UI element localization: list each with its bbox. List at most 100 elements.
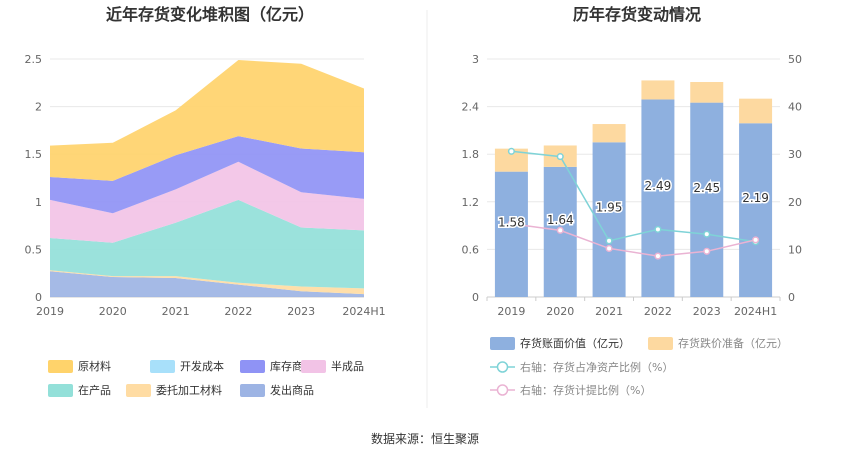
right-x-tick: 2024H1 <box>734 305 777 318</box>
left-x-tick: 2022 <box>224 305 252 318</box>
line-provision-ratio <box>511 222 756 257</box>
legend-label: 发出商品 <box>270 383 314 397</box>
area-series-原材料 <box>50 60 364 181</box>
left-x-tick: 2024H1 <box>342 305 385 318</box>
left-y-axis: 0 0.5 1 1.5 2 2.5 <box>25 53 43 304</box>
area-series-发出商品 <box>50 271 364 297</box>
legend-label-provision-ratio: 右轴：存货计提比例（%） <box>520 383 651 397</box>
area-series-在产品 <box>50 199 364 289</box>
line-inventory-net-asset-ratio-point <box>507 147 515 155</box>
legend-swatch <box>150 360 175 373</box>
bar-inventory-provision <box>494 148 528 172</box>
right-y-tick: 0 <box>472 291 479 304</box>
left-x-tick: 2020 <box>99 305 127 318</box>
right-grid <box>487 58 780 298</box>
left-y-tick: 0.5 <box>25 243 43 256</box>
legend-label-ratio: 右轴：存货占净资产比例（%） <box>520 360 673 374</box>
left-y-tick: 2 <box>35 101 42 114</box>
legend-label: 半成品 <box>331 359 364 373</box>
line-provision-ratio-point <box>605 244 613 252</box>
left-y-tick: 1.5 <box>25 148 43 161</box>
right-x-tick: 2019 <box>497 305 525 318</box>
right-lines <box>507 147 760 260</box>
legend-label: 委托加工材料 <box>156 383 222 397</box>
right-x-axis: 2019 2020 2021 2022 2023 2024H1 <box>486 297 781 318</box>
right-y-tick: 1.8 <box>462 148 480 161</box>
line-provision-ratio-point <box>703 247 711 255</box>
right-bars <box>494 80 773 298</box>
legend-swatch <box>48 360 73 373</box>
bar-data-label: 1.58 <box>498 215 525 229</box>
line-inventory-net-asset-ratio-point <box>605 237 613 245</box>
right-data-labels: 1.58 1.64 1.95 2.49 2.45 2.19 <box>497 178 771 231</box>
bar-data-label: 2.19 <box>742 191 769 205</box>
left-x-tick: 2019 <box>36 305 64 318</box>
line-inventory-net-asset-ratio-point <box>556 153 564 161</box>
bar-data-label: 1.64 <box>547 213 574 227</box>
right-y-tick: 3 <box>472 53 479 66</box>
line-inventory-net-asset-ratio-point <box>654 225 662 233</box>
bar-inventory-value <box>690 102 724 297</box>
legend-swatch-inventory <box>490 337 515 350</box>
area-series-委托加工材料 <box>50 270 364 295</box>
right-y2-tick: 0 <box>788 291 795 304</box>
legend-label-provision: 存货跌价准备（亿元） <box>678 336 788 350</box>
right-chart-title: 历年存货变动情况 <box>573 5 701 24</box>
right-y2-tick: 30 <box>788 148 802 161</box>
right-x-tick: 2022 <box>644 305 672 318</box>
source-text: 数据来源：恒生聚源 <box>371 431 479 446</box>
bar-inventory-provision <box>641 80 675 100</box>
left-y-tick: 0 <box>35 291 42 304</box>
legend-swatch <box>126 384 151 397</box>
bar-data-label: 2.45 <box>693 181 720 195</box>
left-chart-title: 近年存货变化堆积图（亿元） <box>106 5 314 24</box>
right-y2-tick: 40 <box>788 101 802 114</box>
right-y-tick: 0.6 <box>462 243 480 256</box>
line-provision-ratio-point <box>507 220 515 228</box>
bar-inventory-value <box>494 171 528 297</box>
bar-inventory-provision <box>592 124 626 143</box>
bar-inventory-value <box>739 123 773 297</box>
left-areas <box>50 60 364 297</box>
area-series-半成品 <box>50 161 364 243</box>
line-inventory-net-asset-ratio-point <box>703 230 711 238</box>
legend-label: 原材料 <box>78 359 111 373</box>
left-y-tick: 1 <box>35 196 42 209</box>
area-series-库存商品 <box>50 136 364 214</box>
right-x-tick: 2023 <box>693 305 721 318</box>
right-legend: 存货账面价值（亿元） 存货跌价准备（亿元） 右轴：存货占净资产比例（%） 右轴：存货计… <box>490 336 788 397</box>
legend-label: 开发成本 <box>180 359 224 373</box>
legend-swatch <box>240 384 265 397</box>
legend-swatch <box>48 384 73 397</box>
right-y-tick: 2.4 <box>462 101 480 114</box>
right-y2-tick: 50 <box>788 53 802 66</box>
left-x-tick: 2023 <box>287 305 315 318</box>
line-provision-ratio-point <box>654 252 662 260</box>
line-provision-ratio-point <box>752 236 760 244</box>
legend-swatch-provision <box>648 337 673 350</box>
right-y2-tick: 10 <box>788 243 802 256</box>
legend-swatch <box>240 360 265 373</box>
bar-data-label: 1.95 <box>596 201 623 215</box>
left-x-axis: 2019 2020 2021 2022 2023 2024H1 <box>36 305 386 318</box>
legend-label: 在产品 <box>78 383 111 397</box>
bar-inventory-provision <box>739 98 773 124</box>
bar-inventory-value <box>592 142 626 297</box>
line-provision-ratio-point <box>556 226 564 234</box>
left-x-tick: 2021 <box>162 305 190 318</box>
right-y-axis-left: 0 0.6 1.2 1.8 2.4 3 <box>462 53 480 304</box>
line-inventory-net-asset-ratio <box>511 150 756 243</box>
right-y2-tick: 20 <box>788 196 802 209</box>
right-y-axis-right: 0 10 20 30 40 50 <box>788 53 802 304</box>
legend-label-inventory: 存货账面价值（亿元） <box>520 336 630 350</box>
bar-inventory-value <box>641 99 675 298</box>
bar-data-label: 2.49 <box>645 179 672 193</box>
legend-swatch <box>301 360 326 373</box>
legend-marker-ratio <box>496 361 509 373</box>
legend-marker-provision-ratio <box>496 384 509 396</box>
right-x-tick: 2020 <box>546 305 574 318</box>
bar-inventory-provision <box>690 82 724 103</box>
